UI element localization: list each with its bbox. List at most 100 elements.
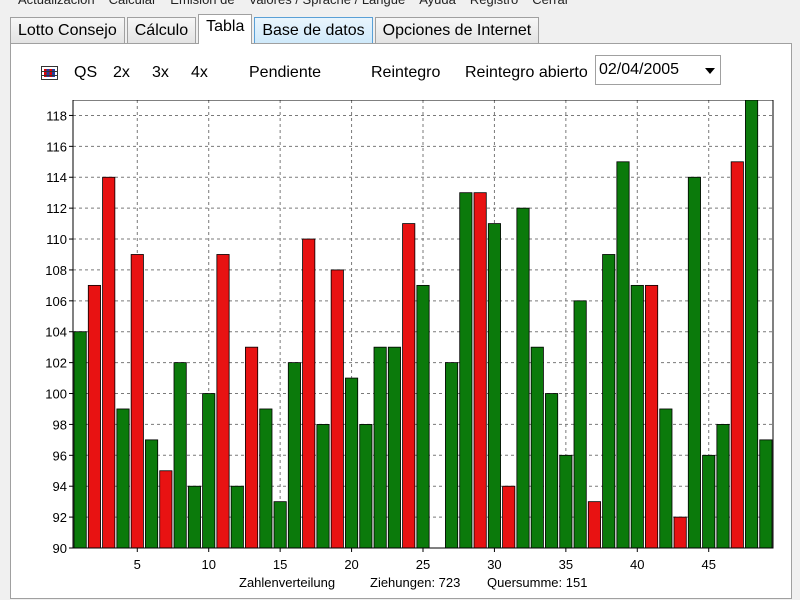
chevron-down-icon[interactable] bbox=[705, 68, 715, 74]
bar-18 bbox=[316, 424, 330, 549]
date-dropdown[interactable]: 02/04/2005 bbox=[595, 55, 721, 85]
tab-calculo[interactable]: Cálculo bbox=[126, 17, 197, 43]
y-tick-label: 90 bbox=[53, 541, 67, 556]
y-tick-label: 114 bbox=[46, 170, 67, 185]
bar-41 bbox=[645, 284, 659, 549]
y-tick-label: 96 bbox=[53, 448, 67, 463]
bar-15 bbox=[273, 501, 287, 549]
bar-33 bbox=[530, 346, 544, 549]
bar-29 bbox=[473, 192, 487, 549]
tab-opciones-internet[interactable]: Opciones de Internet bbox=[374, 17, 540, 43]
bar-47 bbox=[730, 161, 744, 549]
bar-13 bbox=[245, 346, 259, 549]
date-value: 02/04/2005 bbox=[599, 61, 680, 78]
bar-38 bbox=[602, 254, 616, 549]
bar-35 bbox=[559, 454, 573, 549]
y-tick-label: 100 bbox=[45, 387, 67, 402]
menu-actualizacion[interactable]: Actualización bbox=[18, 0, 95, 8]
2x-button[interactable]: 2x bbox=[113, 64, 130, 81]
bar-7 bbox=[159, 470, 173, 549]
bar-46 bbox=[716, 424, 730, 549]
y-tick-label: 102 bbox=[45, 356, 67, 371]
tab-strip: Lotto Consejo Cálculo Tabla Base de dato… bbox=[10, 13, 541, 44]
menu-emision[interactable]: Emisión de bbox=[170, 0, 234, 8]
x-tick-label: 40 bbox=[630, 557, 644, 572]
x-axis: 5 10 15 20 25 30 35 40 45 bbox=[134, 548, 716, 572]
x-tick-label: 20 bbox=[344, 557, 358, 572]
x-tick-label: 25 bbox=[416, 557, 430, 572]
3x-button[interactable]: 3x bbox=[152, 64, 169, 81]
y-tick-label: 118 bbox=[46, 108, 67, 123]
y-tick-label: 108 bbox=[45, 263, 67, 278]
bar-5 bbox=[130, 254, 144, 549]
bar-31 bbox=[502, 485, 516, 549]
bar-4 bbox=[116, 408, 130, 549]
bar-37 bbox=[587, 501, 601, 549]
bar-23 bbox=[387, 346, 401, 549]
bar-2 bbox=[87, 284, 101, 549]
bar-49 bbox=[759, 439, 773, 549]
bar-34 bbox=[545, 393, 559, 549]
tabla-panel: QS 2x 3x 4x Pendiente Reintegro Reintegr… bbox=[10, 43, 792, 599]
bar-12 bbox=[230, 485, 244, 549]
bar-30 bbox=[487, 223, 501, 549]
bar-43 bbox=[673, 516, 687, 549]
menu-cerrar[interactable]: Cerrar bbox=[532, 0, 569, 8]
bar-42 bbox=[659, 408, 673, 549]
tab-base-de-datos[interactable]: Base de datos bbox=[254, 17, 373, 43]
pendiente-button[interactable]: Pendiente bbox=[249, 64, 322, 81]
bar-45 bbox=[702, 454, 716, 549]
bar-6 bbox=[145, 439, 159, 549]
y-tick-label: 116 bbox=[46, 139, 67, 154]
bar-48 bbox=[745, 100, 759, 549]
y-tick-label: 98 bbox=[53, 417, 67, 432]
menu-registro[interactable]: Registro bbox=[470, 0, 518, 8]
menu-bar: Actualización Calcular Emisión de Valore… bbox=[0, 0, 800, 8]
x-tick-label: 5 bbox=[134, 557, 141, 572]
menu-ayuda[interactable]: Ayuda bbox=[419, 0, 456, 8]
bar-17 bbox=[302, 238, 316, 549]
4x-button[interactable]: 4x bbox=[191, 64, 208, 81]
y-axis: 90 92 94 96 98 100 102 104 106 108 110 112 114 116 118 bbox=[45, 108, 73, 556]
y-tick-label: 106 bbox=[45, 294, 67, 309]
menu-valores[interactable]: Valores / Sprache / Langue bbox=[249, 0, 406, 8]
y-tick-label: 112 bbox=[46, 201, 67, 216]
bar-32 bbox=[516, 207, 530, 549]
bar-9 bbox=[187, 485, 201, 549]
bar-8 bbox=[173, 362, 187, 549]
film-strip-icon[interactable] bbox=[41, 66, 58, 80]
bar-28 bbox=[459, 192, 473, 549]
bar-1 bbox=[73, 331, 87, 549]
caption-draws: Ziehungen: 723 bbox=[370, 575, 460, 590]
bar-22 bbox=[373, 346, 387, 549]
reintegro-button[interactable]: Reintegro bbox=[371, 64, 441, 81]
bar-14 bbox=[259, 408, 273, 549]
y-tick-label: 92 bbox=[53, 510, 67, 525]
reintegro-abierto-button[interactable]: Reintegro abierto bbox=[465, 64, 588, 81]
qs-button[interactable]: QS bbox=[74, 64, 98, 81]
bar-11 bbox=[216, 254, 230, 549]
bar-24 bbox=[402, 223, 416, 549]
x-tick-label: 45 bbox=[701, 557, 715, 572]
caption-distribution: Zahlenverteilung bbox=[239, 575, 335, 590]
tab-tabla[interactable]: Tabla bbox=[198, 14, 253, 44]
tab-lotto-consejo[interactable]: Lotto Consejo bbox=[10, 17, 125, 43]
chart-toolbar: QS 2x 3x 4x Pendiente Reintegro Reintegr… bbox=[11, 44, 791, 100]
bar-27 bbox=[445, 362, 459, 549]
caption-digit-sum: Quersumme: 151 bbox=[487, 575, 587, 590]
bar-21 bbox=[359, 424, 373, 549]
bar-10 bbox=[202, 393, 216, 549]
bar-40 bbox=[630, 284, 644, 549]
y-tick-label: 94 bbox=[53, 479, 67, 494]
bar-44 bbox=[687, 176, 701, 549]
bar-25 bbox=[416, 284, 430, 549]
y-tick-label: 104 bbox=[45, 325, 67, 340]
menu-calcular[interactable]: Calcular bbox=[109, 0, 157, 8]
x-tick-label: 10 bbox=[201, 557, 215, 572]
bar-36 bbox=[573, 300, 587, 549]
x-tick-label: 30 bbox=[487, 557, 501, 572]
bar-19 bbox=[330, 269, 344, 549]
number-distribution-chart: 90 92 94 96 98 100 102 104 106 108 110 112 114 116 118… bbox=[45, 100, 774, 590]
bars bbox=[73, 100, 773, 549]
bar-20 bbox=[345, 377, 359, 549]
